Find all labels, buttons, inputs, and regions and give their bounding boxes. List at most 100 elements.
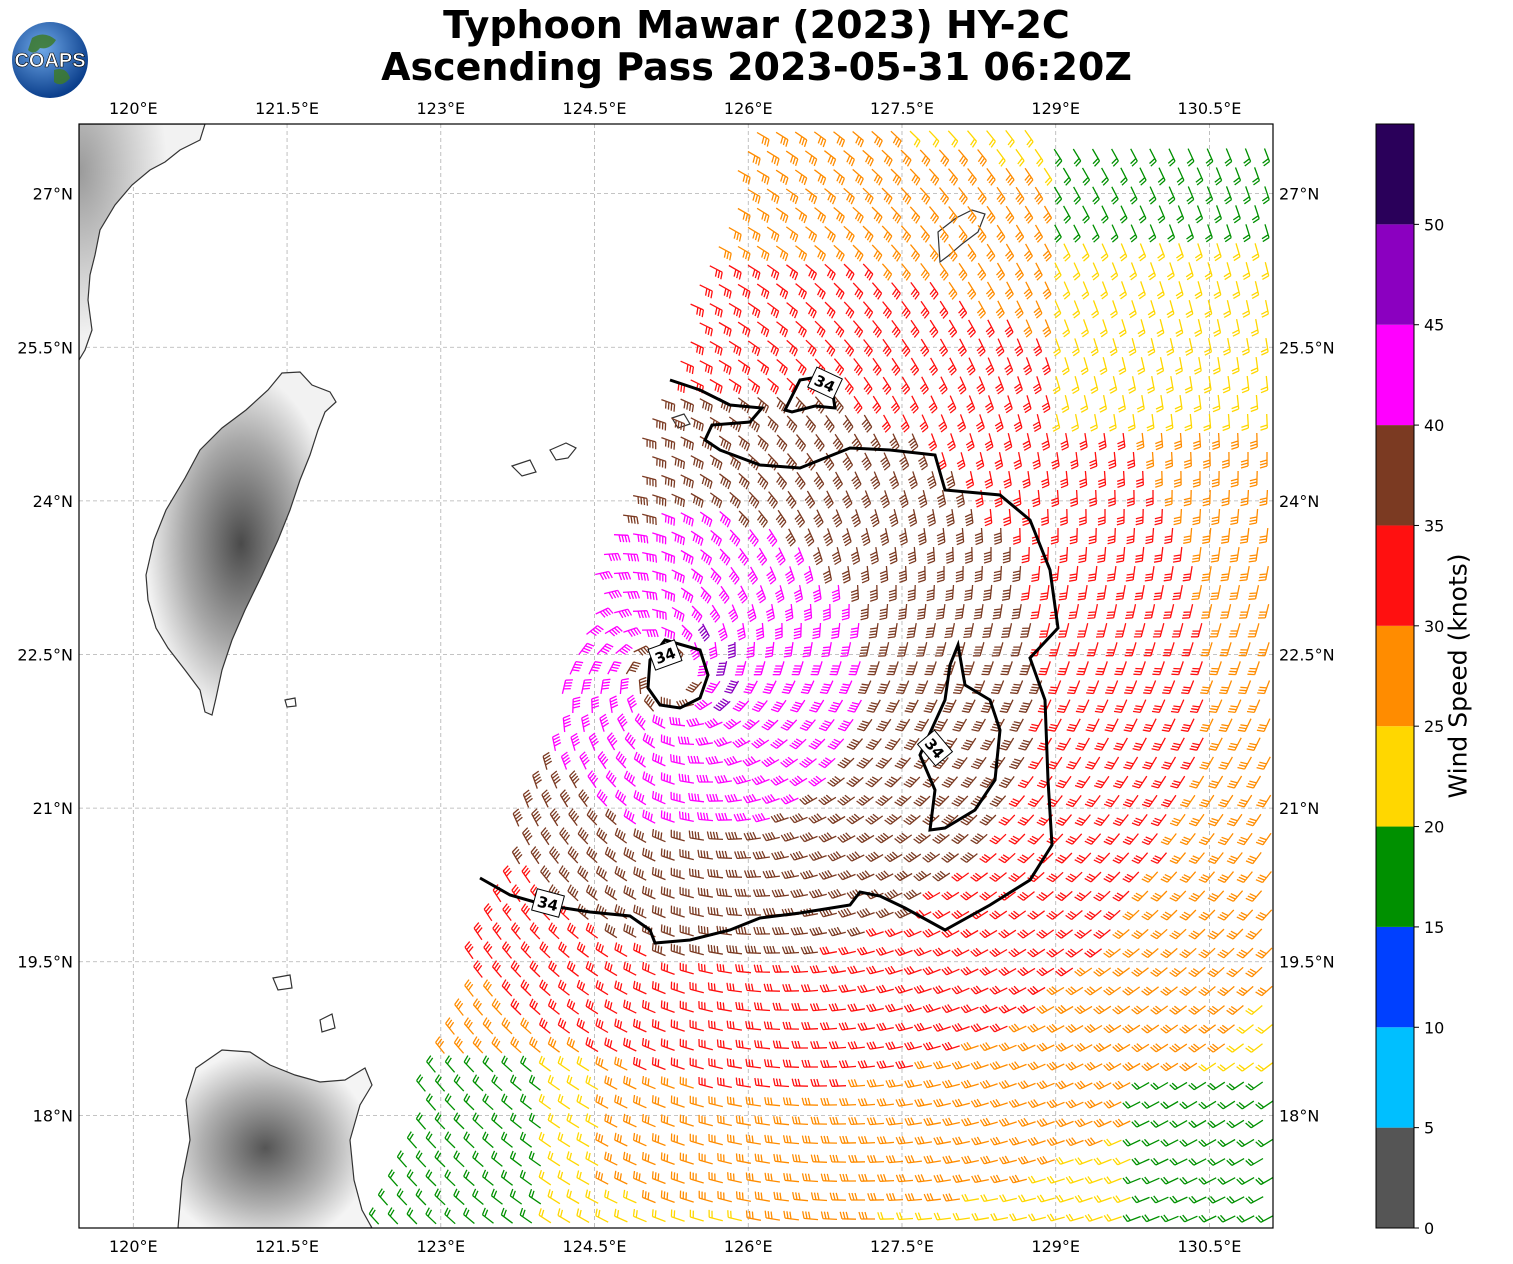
wind-barb: [661, 436, 676, 450]
wind-barb: [853, 395, 863, 414]
wind-barb: [547, 1074, 561, 1091]
wind-barb: [528, 1074, 541, 1091]
wind-barb: [1188, 1005, 1206, 1015]
wind-barb: [1198, 986, 1216, 997]
wind-barb: [772, 1040, 790, 1049]
wind-barb: [670, 791, 685, 804]
wind-barb: [606, 732, 618, 751]
wind-barb: [1156, 319, 1165, 338]
wind-barb: [1221, 489, 1230, 507]
wind-barb: [588, 732, 599, 751]
wind-barb: [961, 1193, 980, 1202]
wind-barb: [660, 734, 675, 747]
wind-barb: [652, 418, 667, 431]
wind-barb: [576, 1170, 590, 1185]
wind-barb: [549, 808, 561, 827]
wind-barb: [595, 1094, 609, 1109]
wind-barb: [1080, 395, 1089, 413]
wind-barb: [861, 414, 873, 433]
wind-barb: [998, 966, 1017, 976]
wind-barb: [1163, 565, 1174, 582]
wind-barb: [824, 150, 837, 167]
wind-barb: [689, 906, 704, 918]
wind-barb: [881, 187, 893, 205]
wind-barb: [794, 169, 808, 186]
wind-barb: [1061, 395, 1070, 413]
wind-barb: [805, 301, 817, 319]
wind-barb: [858, 1211, 875, 1220]
wind-barb: [810, 661, 823, 676]
wind-barb: [989, 1136, 1008, 1146]
wind-barb: [425, 1131, 437, 1149]
wind-barb: [979, 776, 996, 789]
wind-barb: [1204, 262, 1213, 281]
wind-barb: [548, 922, 560, 940]
wind-barb: [1182, 565, 1193, 582]
wind-barb: [1022, 395, 1032, 414]
wind-barb: [434, 1074, 446, 1092]
wind-barb: [576, 1132, 590, 1148]
wind-barb: [1207, 1005, 1225, 1015]
wind-barb: [716, 925, 732, 936]
wind-barb: [1228, 661, 1241, 676]
wind-barb: [903, 851, 922, 863]
wind-barb: [586, 808, 598, 826]
wind-barb: [782, 1021, 800, 1030]
wind-barb: [1115, 584, 1126, 601]
wind-barb: [961, 1117, 979, 1127]
wind-barb: [1041, 432, 1051, 451]
wind-barb: [464, 941, 474, 960]
wind-barb: [791, 1154, 809, 1164]
wind-barb: [623, 627, 642, 637]
wind-barb: [970, 756, 987, 770]
wind-barb: [1112, 1118, 1131, 1128]
wind-barb: [1065, 795, 1082, 808]
wind-barb: [1076, 623, 1089, 638]
wind-barb: [547, 1112, 561, 1129]
wind-barb: [558, 941, 570, 958]
wind-barb: [882, 376, 892, 395]
wind-barb: [775, 207, 789, 224]
wind-barb: [651, 752, 666, 767]
wind-barb: [734, 850, 752, 860]
wind-barb: [960, 852, 978, 863]
wind-barb: [1103, 833, 1120, 845]
lon-label-top: 130.5°E: [1177, 99, 1241, 118]
wind-barb: [520, 941, 532, 959]
wind-barb: [1132, 699, 1147, 714]
wind-barb: [1252, 167, 1261, 186]
wind-barb: [890, 244, 902, 262]
wind-barb: [1237, 794, 1253, 808]
wind-barb: [1185, 300, 1194, 319]
wind-barb: [1150, 1120, 1169, 1128]
wind-barb: [519, 1207, 533, 1224]
wind-barb: [1066, 756, 1082, 770]
wind-barb: [962, 661, 975, 676]
wind-barb: [1103, 1061, 1122, 1071]
wind-barb: [622, 1113, 637, 1128]
wind-barb: [1250, 318, 1259, 337]
wind-barb: [1236, 1138, 1255, 1148]
wind-barb: [941, 891, 960, 901]
wind-barb: [1128, 338, 1137, 357]
wind-barb: [789, 813, 808, 824]
wind-barb: [1027, 795, 1044, 808]
wind-barb: [728, 264, 742, 280]
wind-barb: [850, 547, 861, 565]
wind-barb: [581, 714, 591, 733]
wind-barb: [823, 490, 834, 509]
wind-barb: [660, 924, 675, 938]
wind-barb: [884, 965, 903, 975]
wind-barb: [904, 1079, 923, 1089]
wind-barb: [1033, 338, 1043, 357]
wind-barb: [641, 885, 656, 900]
wind-barb: [605, 770, 617, 788]
wind-barb: [1055, 1042, 1074, 1052]
wind-barb: [510, 922, 521, 940]
wind-barb: [728, 416, 742, 433]
wind-barb: [1141, 833, 1158, 846]
wind-barb: [772, 964, 790, 973]
wind-barb: [1109, 376, 1118, 394]
wind-barb: [406, 1131, 418, 1149]
map-frame: [78, 123, 1274, 1229]
